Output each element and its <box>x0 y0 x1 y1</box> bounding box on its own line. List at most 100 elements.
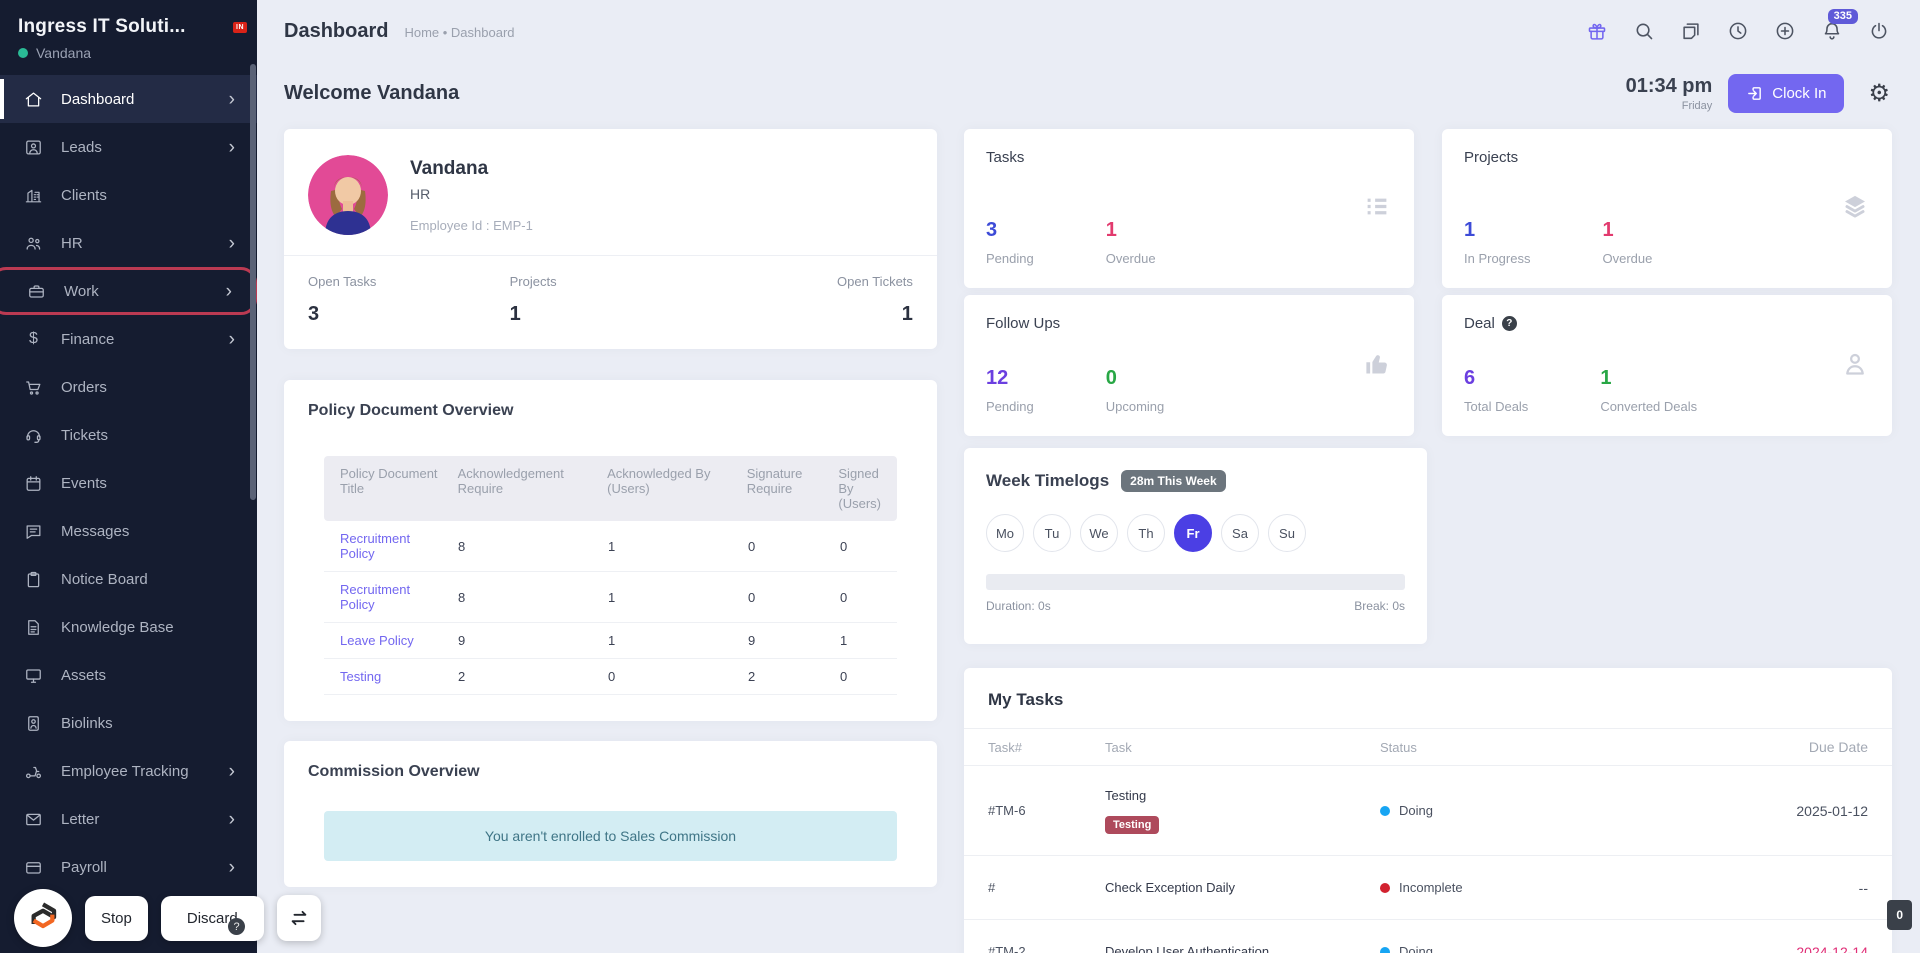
due-date: 2025-01-12 <box>1796 802 1868 819</box>
sidebar-item-employee-tracking[interactable]: Employee Tracking › <box>0 747 257 795</box>
sidebar-item-clients[interactable]: Clients <box>0 171 257 219</box>
sidebar-user: Vandana <box>18 45 239 61</box>
column-header: Acknowledged By (Users) <box>607 466 711 496</box>
sidebar-item-biolinks[interactable]: Biolinks <box>0 699 257 747</box>
clock-icon[interactable] <box>1727 20 1749 42</box>
policy-row: Recruitment Policy 8 1 0 0 <box>324 572 897 623</box>
sidebar-item-payroll[interactable]: Payroll › <box>0 843 257 891</box>
document-icon <box>24 618 43 637</box>
metric-total-deals: 6 Total Deals <box>1464 367 1528 414</box>
sidebar-item-label: Notice Board <box>61 570 148 588</box>
column-header: Task# <box>988 739 1022 755</box>
recorder-logo-button[interactable] <box>14 889 72 947</box>
sidebar-item-work[interactable]: Work › <box>0 267 257 315</box>
commission-message: You aren't enrolled to Sales Commission <box>324 811 897 861</box>
sidebar-item-hr[interactable]: HR › <box>0 219 257 267</box>
cell: 8 <box>458 589 466 605</box>
task-row[interactable]: #TM-6 Testing Testing Doing 2025-01-12 <box>964 766 1892 856</box>
my-tasks-card: My Tasks Task# Task Status Due Date #TM-… <box>964 668 1892 953</box>
power-icon[interactable] <box>1868 20 1890 42</box>
sidebar-item-messages[interactable]: Messages <box>0 507 257 555</box>
metric-value: 1 <box>1602 219 1614 241</box>
metric-label: Total Deals <box>1464 399 1529 414</box>
swap-button[interactable] <box>276 895 321 941</box>
sidebar-item-orders[interactable]: Orders <box>0 363 257 411</box>
day-mo[interactable]: Mo <box>986 514 1024 552</box>
sidebar-item-events[interactable]: Events <box>0 459 257 507</box>
sidebar-item-dashboard[interactable]: Dashboard › <box>0 75 257 123</box>
sidebar-item-label: Leads <box>61 138 102 156</box>
person-icon <box>1840 348 1870 383</box>
clock-in-button[interactable]: Clock In <box>1728 74 1845 113</box>
sidebar-item-notice-board[interactable]: Notice Board <box>0 555 257 603</box>
day-tu[interactable]: Tu <box>1033 514 1071 552</box>
cell: 2 <box>458 669 466 684</box>
policy-link[interactable]: Leave Policy <box>340 633 414 648</box>
sidebar-item-assets[interactable]: Assets <box>0 651 257 699</box>
building-icon <box>24 186 43 205</box>
sidebar-item-letter[interactable]: Letter › <box>0 795 257 843</box>
day-su[interactable]: Su <box>1268 514 1306 552</box>
plus-circle-icon[interactable] <box>1774 20 1796 42</box>
policy-row: Leave Policy 9 1 9 1 <box>324 623 897 659</box>
task-id: #TM-6 <box>988 803 1026 818</box>
task-name[interactable]: Testing <box>1105 787 1147 803</box>
corner-count-badge[interactable]: 0 <box>1887 900 1912 930</box>
day-th[interactable]: Th <box>1127 514 1165 552</box>
policy-row: Testing 2 0 2 0 <box>324 659 897 695</box>
policy-link[interactable]: Testing <box>340 669 382 684</box>
metric-label: In Progress <box>1464 251 1531 266</box>
cell: 9 <box>748 633 756 648</box>
main-area: Dashboard Home • Dashboard 335 Welcome V… <box>257 0 1920 953</box>
cell: 1 <box>608 633 616 648</box>
task-name[interactable]: Develop User Authentication <box>1105 944 1270 953</box>
day-we[interactable]: We <box>1080 514 1118 552</box>
sidebar-item-finance[interactable]: $ Finance › <box>0 315 257 363</box>
policy-link[interactable]: Recruitment Policy <box>340 582 411 612</box>
day-sa[interactable]: Sa <box>1221 514 1259 552</box>
status-dot <box>1380 882 1390 893</box>
help-icon[interactable]: ? <box>1501 316 1517 331</box>
metric-in-progress: 1 In Progress <box>1464 219 1530 266</box>
profile-employee-id: Employee Id : EMP-1 <box>410 218 533 233</box>
stat-value: 1 <box>901 303 913 325</box>
sidebar-item-tickets[interactable]: Tickets <box>0 411 257 459</box>
breadcrumb[interactable]: Home • Dashboard <box>404 25 515 40</box>
status-label: Doing <box>1399 803 1433 818</box>
chat-icon <box>24 522 43 541</box>
task-row[interactable]: # Check Exception Daily Incomplete -- <box>964 856 1892 920</box>
policy-link[interactable]: Recruitment Policy <box>340 531 411 561</box>
chevron-right-icon: › <box>228 760 235 782</box>
sidebar-item-label: Orders <box>61 378 107 396</box>
cell: 9 <box>458 633 466 648</box>
sidebar-scrollbar[interactable] <box>250 64 256 500</box>
stat-label: Projects <box>509 274 557 289</box>
gift-icon[interactable] <box>1586 20 1608 42</box>
search-icon[interactable] <box>1633 20 1655 42</box>
chevron-right-icon: › <box>225 280 232 302</box>
metric-upcoming: 0 Upcoming <box>1106 367 1165 414</box>
badge-icon <box>24 714 43 733</box>
discard-button[interactable]: Discard <box>160 895 264 941</box>
gear-icon[interactable]: ⚙ <box>1868 79 1890 107</box>
column-header: Signed By (Users) <box>838 466 881 511</box>
task-row[interactable]: #TM-2 Develop User Authentication Doing … <box>964 920 1892 953</box>
stop-button[interactable]: Stop <box>85 895 148 941</box>
avatar <box>308 155 388 235</box>
policy-table-header: Policy Document Title Acknowledgement Re… <box>324 456 897 521</box>
stat-label: Open Tasks <box>308 274 377 289</box>
due-date: -- <box>1858 879 1868 896</box>
task-name[interactable]: Check Exception Daily <box>1105 880 1236 895</box>
sidebar-item-leads[interactable]: Leads › <box>0 123 257 171</box>
day-fr[interactable]: Fr <box>1174 514 1212 552</box>
time-day: Friday <box>1681 100 1713 112</box>
bell-icon[interactable]: 335 <box>1821 9 1858 42</box>
overlay-help-icon[interactable]: ? <box>228 918 245 935</box>
sidebar-item-knowledge-base[interactable]: Knowledge Base <box>0 603 257 651</box>
dashboard-columns: Vandana HR Employee Id : EMP-1 Open Task… <box>257 127 1920 953</box>
cell: 0 <box>608 669 616 684</box>
cell: 8 <box>458 538 466 554</box>
recorder-overlay: Stop Discard <box>14 889 321 947</box>
notes-icon[interactable] <box>1680 20 1702 42</box>
week-timelogs-badge: 28m This Week <box>1121 470 1226 492</box>
